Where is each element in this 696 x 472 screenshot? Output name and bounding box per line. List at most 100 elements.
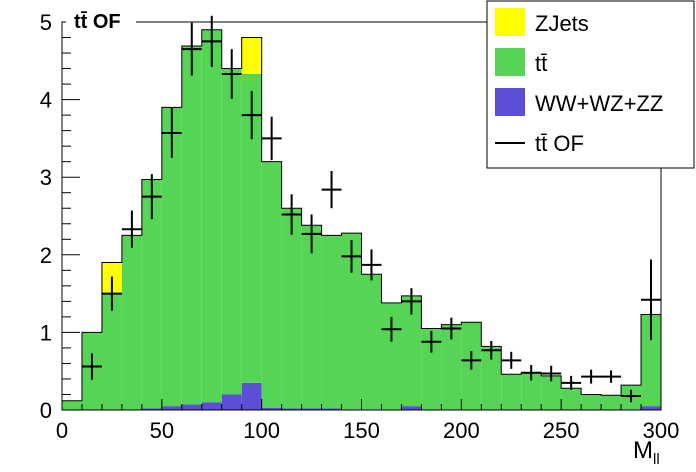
bar-ww-wz-zz-10 xyxy=(261,407,282,410)
bar-tt--17 xyxy=(401,295,422,407)
axis-ticks xyxy=(61,21,662,411)
bar-tt--9 xyxy=(241,73,262,383)
data-point-23 xyxy=(541,365,562,382)
bar-zjets-9 xyxy=(241,37,262,74)
y-tick-label-0: 0 xyxy=(40,398,52,423)
legend-label: WW+WZ+ZZ xyxy=(535,91,663,116)
data-point-0 xyxy=(81,353,102,380)
legend-entry-2: WW+WZ+ZZ xyxy=(495,88,663,116)
bar-ww-wz-zz-7 xyxy=(201,402,222,410)
legend-swatch xyxy=(495,48,525,76)
data-point-2 xyxy=(121,210,142,248)
bar-tt--0 xyxy=(62,400,82,410)
x-axis-label: Mll xyxy=(633,437,660,468)
data-point-14 xyxy=(361,249,382,281)
bar-tt--4 xyxy=(141,179,162,409)
bar-ww-wz-zz-9 xyxy=(241,382,262,410)
bar-tt--19 xyxy=(441,324,462,410)
bar-ww-wz-zz-6 xyxy=(181,404,202,410)
data-point-8 xyxy=(241,91,262,140)
bar-tt--21 xyxy=(481,346,502,410)
bar-tt--24 xyxy=(541,375,562,410)
data-points xyxy=(81,15,661,403)
data-point-7 xyxy=(221,49,242,99)
x-tick-label-150: 150 xyxy=(343,418,380,443)
bar-ww-wz-zz-4 xyxy=(141,408,162,410)
bar-ww-wz-zz-11 xyxy=(281,408,302,410)
bar-tt--13 xyxy=(321,235,342,409)
data-point-28 xyxy=(641,259,661,341)
legend-label: tt̄ xyxy=(535,51,547,76)
legend-swatch xyxy=(495,88,525,116)
bar-ww-wz-zz-8 xyxy=(221,394,242,410)
data-point-12 xyxy=(321,170,342,209)
bar-tt--12 xyxy=(301,225,322,409)
x-tick-label-100: 100 xyxy=(243,418,280,443)
x-tick-label-50: 50 xyxy=(150,418,174,443)
bar-tt--8 xyxy=(221,68,242,395)
tick-labels: 0 50 100 150 200 250 300 0 1 2 3 4 5 xyxy=(40,10,680,443)
legend-label: tt̄ OF xyxy=(535,131,584,156)
bar-tt--15 xyxy=(361,274,382,410)
bar-tt--22 xyxy=(501,374,522,410)
bar-tt--6 xyxy=(181,46,202,405)
chart-title-box: tt̄ OF xyxy=(66,9,136,33)
y-tick-label-2: 2 xyxy=(40,243,52,268)
data-point-26 xyxy=(601,370,622,383)
data-point-16 xyxy=(401,288,422,315)
y-tick-label-3: 3 xyxy=(40,165,52,190)
data-point-24 xyxy=(561,375,582,390)
data-point-27 xyxy=(621,389,642,403)
data-point-10 xyxy=(281,194,302,235)
bar-tt--5 xyxy=(161,107,182,407)
data-point-25 xyxy=(581,369,602,384)
bar-tt--26 xyxy=(581,394,602,410)
data-point-22 xyxy=(521,364,542,381)
data-point-3 xyxy=(141,174,162,220)
stacked-bars xyxy=(62,29,661,410)
y-tick-label-5: 5 xyxy=(40,10,52,35)
x-tick-label-250: 250 xyxy=(543,418,580,443)
data-point-13 xyxy=(341,240,362,273)
legend: ZJets tt̄ WW+WZ+ZZ tt̄ OF xyxy=(486,0,695,169)
data-point-6 xyxy=(201,15,222,68)
bar-ww-wz-zz-12 xyxy=(301,408,322,410)
data-point-19 xyxy=(461,351,482,370)
legend-entry-3: tt̄ OF xyxy=(495,131,584,156)
bar-tt--25 xyxy=(561,388,582,410)
x-tick-label-0: 0 xyxy=(56,418,68,443)
legend-entry-0: ZJets xyxy=(495,8,589,36)
bar-tt--2 xyxy=(101,293,122,410)
data-point-11 xyxy=(301,214,322,254)
legend-entry-1: tt̄ xyxy=(495,48,547,76)
data-point-9 xyxy=(261,116,282,161)
data-point-20 xyxy=(481,340,502,360)
bar-tt--14 xyxy=(341,233,362,410)
y-tick-label-4: 4 xyxy=(40,88,52,113)
bar-ww-wz-zz-13 xyxy=(321,408,342,410)
legend-label: ZJets xyxy=(535,11,589,36)
legend-swatch xyxy=(495,8,525,36)
y-tick-label-1: 1 xyxy=(40,320,52,345)
bar-ww-wz-zz-5 xyxy=(161,406,182,410)
data-point-1 xyxy=(101,276,122,311)
bar-tt--27 xyxy=(601,395,622,410)
bar-tt--3 xyxy=(121,235,142,410)
bar-tt--29 xyxy=(641,314,661,407)
chart-title: tt̄ OF xyxy=(74,11,121,33)
data-point-15 xyxy=(381,316,402,342)
data-point-5 xyxy=(181,22,202,76)
x-tick-label-300: 300 xyxy=(643,418,680,443)
bar-tt--7 xyxy=(201,29,222,403)
x-tick-label-200: 200 xyxy=(443,418,480,443)
data-point-4 xyxy=(161,108,182,158)
mc-total-outline xyxy=(61,29,662,410)
data-point-18 xyxy=(441,317,462,340)
data-point-17 xyxy=(421,330,442,353)
bar-tt--11 xyxy=(281,208,302,409)
bar-tt--10 xyxy=(261,161,282,408)
legend-box xyxy=(486,0,695,169)
mc-total-line xyxy=(61,29,662,410)
bar-ww-wz-zz-17 xyxy=(401,406,422,410)
